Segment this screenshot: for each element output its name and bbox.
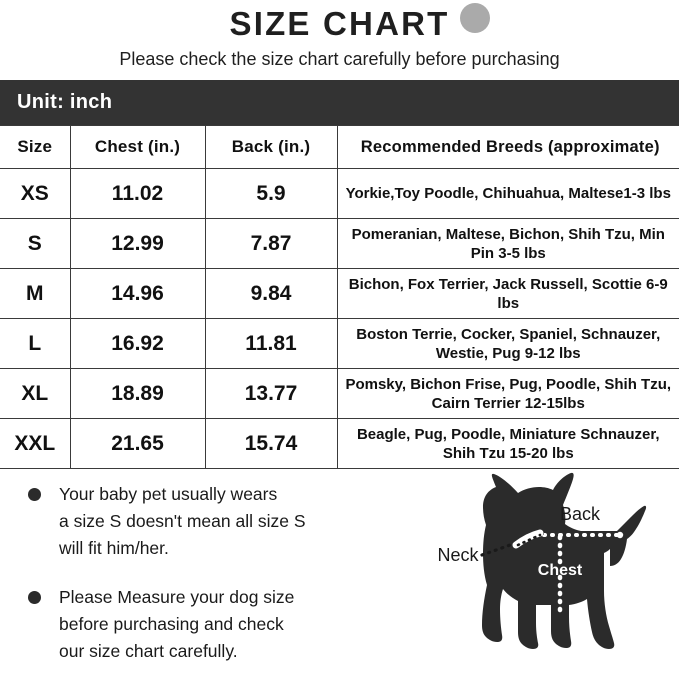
cell-breeds: Beagle, Pug, Poodle, Miniature Schnauzer…: [337, 418, 679, 469]
cell-breeds: Pomsky, Bichon Frise, Pug, Poodle, Shih …: [337, 368, 679, 419]
chest-label: Chest: [538, 562, 583, 579]
neck-measure-band: [512, 529, 544, 549]
note-text: Please Measure your dog size before purc…: [59, 587, 295, 661]
cell-back: 9.84: [205, 268, 338, 319]
cell-breeds: Boston Terrie, Cocker, Spaniel, Schnauze…: [337, 318, 679, 369]
cell-breeds: Bichon, Fox Terrier, Jack Russell, Scott…: [337, 268, 679, 319]
bullet-icon: [28, 488, 41, 501]
column-header-back: Back (in.): [205, 125, 338, 169]
cell-size: XL: [0, 368, 71, 419]
neck-measure-line-inner: [516, 533, 542, 547]
cell-chest: 14.96: [70, 268, 206, 319]
unit-label: Unit: inch: [17, 91, 113, 113]
cell-chest: 16.92: [70, 318, 206, 369]
column-header-chest: Chest (in.): [70, 125, 206, 169]
table-header: Size Chest (in.) Back (in.) Recommended …: [0, 125, 679, 169]
size-chart-table: Size Chest (in.) Back (in.) Recommended …: [0, 125, 679, 469]
cell-breeds: Yorkie,Toy Poodle, Chihuahua, Maltese1-3…: [337, 168, 679, 219]
notes-list: Your baby pet usually wears a size S doe…: [28, 481, 408, 687]
cell-size: L: [0, 318, 71, 369]
cell-chest: 11.02: [70, 168, 206, 219]
header-block: SIZE CHART Please check the size chart c…: [0, 0, 679, 80]
cell-chest: 18.89: [70, 368, 206, 419]
unit-bar: Unit: inch: [0, 80, 679, 125]
cell-back: 5.9: [205, 168, 338, 219]
column-header-size: Size: [0, 125, 71, 169]
cell-back: 7.87: [205, 218, 338, 269]
cell-breeds: Pomeranian, Maltese, Bichon, Shih Tzu, M…: [337, 218, 679, 269]
cell-size: S: [0, 218, 71, 269]
cell-size: XS: [0, 168, 71, 219]
bullet-icon: [28, 591, 41, 604]
page-title: SIZE CHART: [229, 5, 450, 42]
table-row: XS 11.02 5.9 Yorkie,Toy Poodle, Chihuahu…: [0, 168, 679, 219]
table-row: XL 18.89 13.77 Pomsky, Bichon Frise, Pug…: [0, 368, 679, 419]
page-subtitle: Please check the size chart carefully be…: [119, 49, 560, 69]
cell-size: M: [0, 268, 71, 319]
dog-silhouette-icon: Back Neck Chest: [437, 472, 647, 649]
neck-label: Neck: [437, 545, 479, 565]
table-body: XS 11.02 5.9 Yorkie,Toy Poodle, Chihuahu…: [0, 168, 679, 469]
table-row: S 12.99 7.87 Pomeranian, Maltese, Bichon…: [0, 218, 679, 269]
cell-chest: 12.99: [70, 218, 206, 269]
cell-back: 15.74: [205, 418, 338, 469]
note-text: Your baby pet usually wears a size S doe…: [59, 484, 306, 558]
column-header-breeds: Recommended Breeds (approximate): [337, 125, 679, 169]
cell-size: XXL: [0, 418, 71, 469]
list-item: Please Measure your dog size before purc…: [28, 584, 408, 665]
back-end-dot: [616, 531, 624, 539]
gray-circle-icon: [460, 3, 490, 33]
table-row: L 16.92 11.81 Boston Terrie, Cocker, Spa…: [0, 318, 679, 369]
dog-measurement-diagram: Back Neck Chest: [432, 471, 672, 659]
list-item: Your baby pet usually wears a size S doe…: [28, 481, 408, 562]
footer-section: Your baby pet usually wears a size S doe…: [0, 469, 679, 661]
back-label: Back: [560, 504, 601, 524]
cell-back: 13.77: [205, 368, 338, 419]
table-header-row: Size Chest (in.) Back (in.) Recommended …: [0, 125, 679, 169]
table-row: XXL 21.65 15.74 Beagle, Pug, Poodle, Min…: [0, 418, 679, 469]
cell-chest: 21.65: [70, 418, 206, 469]
cell-back: 11.81: [205, 318, 338, 369]
table-row: M 14.96 9.84 Bichon, Fox Terrier, Jack R…: [0, 268, 679, 319]
